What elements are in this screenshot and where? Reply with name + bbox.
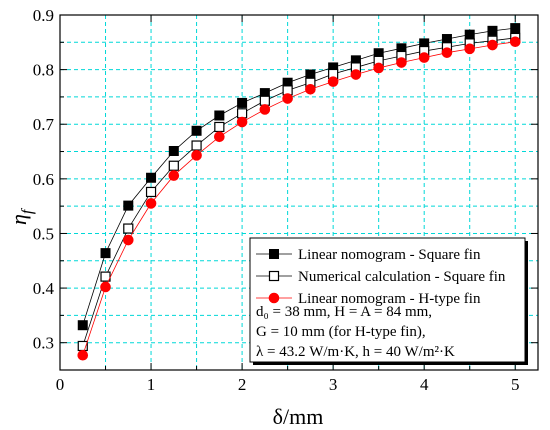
data-point [123,223,134,234]
series-1 [77,23,521,331]
data-point [305,83,316,95]
data-point [237,97,248,108]
x-tick-label: 5 [511,375,520,394]
data-point [145,186,157,198]
legend-note: λ = 43.2 W/m·K, h = 40 W/m²·K [256,344,455,360]
legend-note: G = 10 mm (for H-type fin), [256,324,426,340]
legend-label: Linear nomogram - H-type fin [298,291,481,307]
data-point [123,200,134,211]
legend-marker [268,270,280,282]
data-point [373,62,384,74]
data-point [214,121,225,133]
data-point [191,125,202,136]
legend: Linear nomogram - Square fin Numerical ca… [249,237,528,365]
data-point [236,108,248,119]
data-point [168,145,179,156]
data-point [259,104,271,115]
data-point [464,29,475,40]
data-point [191,140,202,151]
y-tick-label: 0.7 [33,115,55,134]
data-point [214,131,225,143]
data-point [441,47,453,58]
x-tick-label: 4 [420,375,429,394]
legend-label: Linear nomogram - Square fin [298,247,481,263]
data-point [100,248,111,259]
legend-note: d₀ = 38 mm, H = A = 84 mm, [256,304,432,320]
data-point [327,76,339,87]
data-point [418,52,430,63]
legend-marker [269,249,279,259]
axes: 0 1 2 3 4 5 0.3 0.4 0.5 0.6 0.7 0.8 0.9 [33,6,539,394]
data-point [510,23,521,34]
legend-box [249,237,526,363]
data-point [236,116,248,128]
data-point [259,95,270,106]
data-point [146,172,157,183]
x-tick-label: 0 [56,375,65,394]
x-tick-label: 1 [147,375,156,394]
data-point [145,198,157,209]
plot-frame [59,14,539,371]
legend-marker [268,292,280,304]
x-tick-label: 2 [238,375,247,394]
y-tick-label: 0.4 [33,279,55,298]
data-point [122,234,134,246]
series-3 [77,36,521,361]
series-layer [77,23,521,361]
data-point [487,25,498,36]
y-axis-label-subscript: f [19,207,36,214]
data-point [487,39,498,51]
data-point [509,36,521,48]
y-tick-label: 0.9 [33,6,54,25]
data-point [214,110,225,121]
legend-label: Numerical calculation - Square fin [298,269,506,285]
data-point [77,349,89,361]
y-tick-label: 0.8 [33,61,54,80]
data-point [282,93,293,104]
data-point [464,43,476,55]
x-tick-label: 3 [329,375,338,394]
data-point [168,170,180,181]
data-point [100,281,111,293]
y-tick-label: 0.5 [33,224,54,243]
y-tick-label: 0.6 [33,170,54,189]
y-tick-label: 0.3 [33,334,54,353]
data-point [396,57,407,68]
data-point [168,160,179,171]
data-point [100,271,111,282]
data-point [350,69,362,80]
data-point [191,150,202,161]
x-axis-label: δ/mm [273,404,324,429]
data-point [77,320,88,331]
